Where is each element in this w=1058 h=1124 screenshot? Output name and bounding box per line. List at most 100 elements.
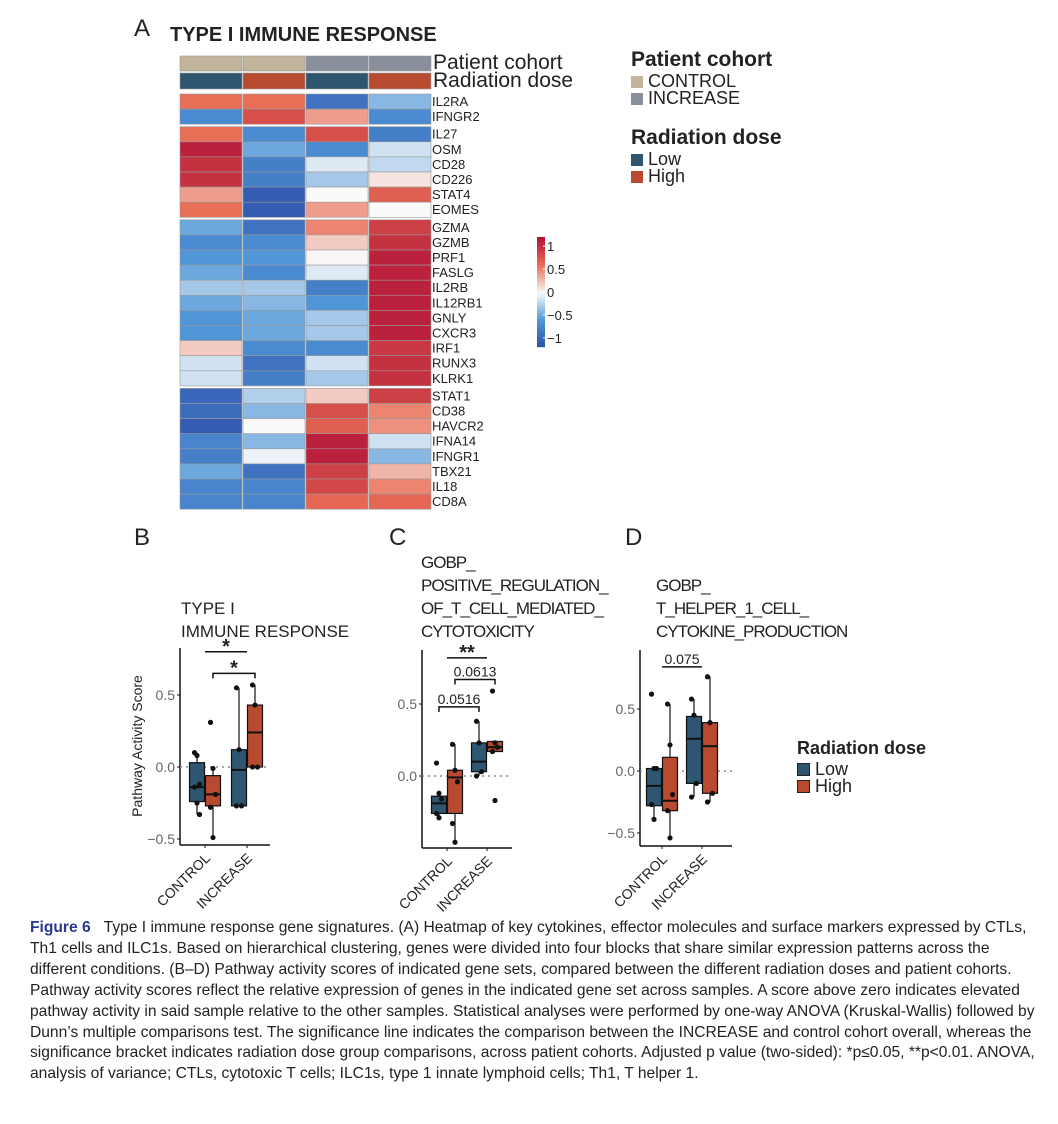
data-point [653,765,660,772]
colorbar-segment [537,327,545,330]
data-point [707,720,713,726]
data-point [476,740,482,746]
data-point [433,810,440,817]
data-point [667,835,673,841]
swatch-high [797,780,810,793]
colorbar-segment [537,293,545,296]
data-point [651,816,657,822]
colorbar-segment [537,299,545,302]
heatmap-cell [305,493,369,510]
gene-label: IL2RA [432,94,468,109]
colorbar-segment [537,289,545,292]
colorbar-segment [537,271,545,274]
annotation-cell-dose [242,72,306,90]
legend-item-high: High [631,167,782,185]
heatmap-cell [242,493,306,510]
colorbar-segment [537,317,545,320]
data-point [233,803,240,809]
data-point [254,764,261,770]
data-point [688,696,695,702]
legend-item-low: Low [631,150,782,168]
heatmap-title: TYPE I IMMUNE RESPONSE [170,24,437,46]
box-low [188,762,206,803]
colorbar-segment [537,277,545,280]
data-point [648,691,655,697]
gene-label: HAVCR2 [432,419,484,434]
y-tick-label: −0.5 [147,831,175,847]
gene-label: CD28 [432,157,465,172]
colorbar-segment [537,323,545,326]
data-point [704,799,711,805]
box-low [470,742,488,773]
data-point [236,747,242,753]
swatch-increase [631,93,643,105]
significance-label: ** [459,642,475,664]
annotation-cell-dose [368,72,432,90]
data-point [210,834,216,841]
box-low [230,749,248,807]
gene-label: CD226 [432,172,472,187]
data-point [452,839,458,845]
swatch-low [797,763,810,776]
colorbar-segment [537,257,545,260]
box-high [661,756,679,812]
colorbar-segment [537,267,545,270]
gene-label: IRF1 [432,341,460,356]
colorbar-segment [537,237,545,240]
panel-label-b: B [134,524,151,551]
title-line: OF_T_CELL_MEDIATED_ [421,599,604,618]
figure-caption: Figure 6 Type I immune response gene sig… [30,918,1042,1085]
heatmap-cell [242,108,306,125]
gene-label: EOMES [432,202,479,217]
y-tick-label: 0.0 [398,768,418,784]
data-point [207,719,214,725]
y-tick-label: −0.5 [607,825,635,841]
panel-d-title: GOBP_ T_HELPER_1_CELL_ CYTOKINE_PRODUCTI… [656,574,848,643]
colorbar-segment [537,247,545,250]
data-point [664,808,671,814]
data-point [667,742,673,748]
gene-label: IFNGR1 [432,449,480,464]
swatch-low [631,154,643,166]
heatmap-cell [305,108,369,125]
colorbar-segment [537,285,545,288]
colorbar-segment [537,319,545,322]
y-tick-label: 0.5 [616,701,636,717]
panel-label-d: D [625,524,643,551]
colorbar-tick-label: −0.5 [547,308,573,323]
annotation-cell-cohort [305,55,369,72]
annotation-cell-cohort [242,55,306,72]
gene-label: IL18 [432,479,457,494]
significance-label: * [222,636,230,658]
data-point [249,764,256,770]
colorbar-segment [537,309,545,312]
gene-label: GZMB [432,235,470,250]
colorbar-segment [537,335,545,338]
gene-label: STAT1 [432,388,471,403]
data-point [436,815,442,821]
data-point [494,744,501,750]
gene-label: IFNA14 [432,434,476,449]
gene-label: GNLY [432,310,467,325]
colorbar-segment [537,341,545,344]
colorbar-segment [537,251,545,254]
colorbar-segment [537,295,545,298]
legend-heatmap: Patient cohort CONTROL INCREASE Radiatio… [631,48,782,185]
box-high [204,775,222,807]
box-low [685,715,703,785]
data-point [473,773,480,779]
colorbar-segment [537,249,545,252]
data-point [194,752,200,759]
colorbar-segment [537,301,545,304]
colorbar-segment [537,241,545,244]
swatch-high [631,171,643,183]
colorbar-segment [537,239,545,242]
gene-label: OSM [432,142,462,157]
heatmap-cell [179,108,243,125]
colorbar-segment [537,297,545,300]
colorbar-segment [537,321,545,324]
colorbar-segment [537,325,545,328]
data-point [709,790,716,796]
colorbar-segment [537,253,545,256]
